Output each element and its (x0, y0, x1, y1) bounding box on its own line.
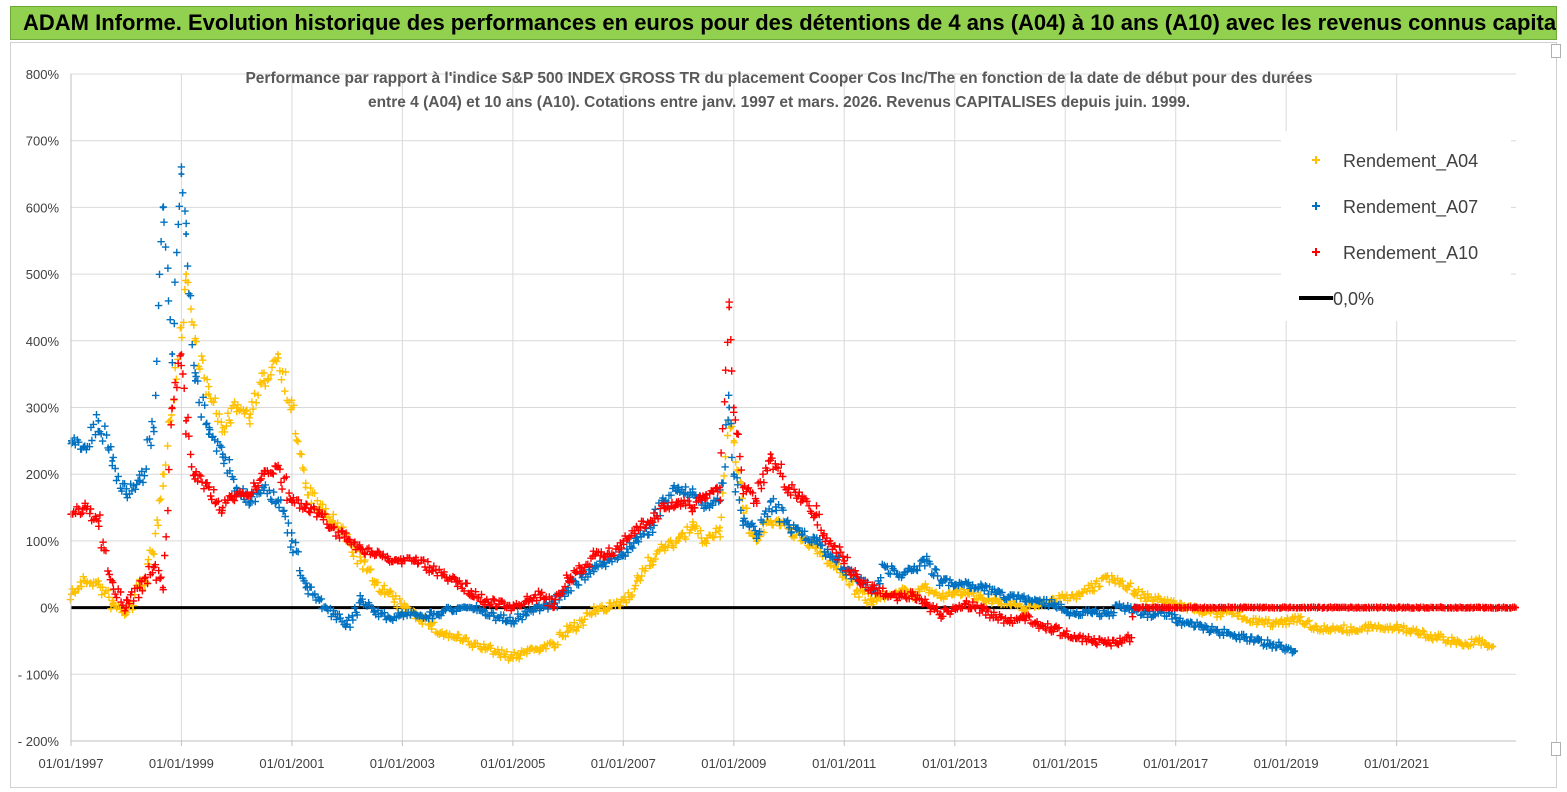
y-tick-label: 700% (26, 134, 60, 149)
axis-layer: - 200% - 100% 0% 100% 200% 300% 400% 500% 600% 70… (18, 67, 1516, 771)
legend: Rendement_A04 Rendement_A07 Rendement_A10 0… (1281, 131, 1511, 321)
legend-label: Rendement_A07 (1343, 197, 1478, 218)
series-rendement-a07 (67, 163, 1299, 657)
legend-item: Rendement_A10 (1312, 243, 1478, 264)
x-tick-label: 01/01/2003 (370, 756, 435, 771)
y-tick-label: - 100% (18, 667, 60, 682)
chart-area: - 200% - 100% 0% 100% 200% 300% 400% 500% 600% 70… (10, 42, 1557, 788)
x-tick-label: 01/01/1999 (149, 756, 214, 771)
data-point (183, 231, 190, 238)
legend-item: Rendement_A04 (1312, 151, 1478, 172)
series-layer (66, 163, 1519, 664)
chart-subtitle: entre 4 (A04) et 10 ans (A10). Cotations… (368, 94, 1190, 111)
legend-marker (1312, 156, 1320, 164)
x-tick-label: 01/01/2019 (1254, 756, 1319, 771)
data-point (247, 411, 254, 418)
x-tick-label: 01/01/1997 (38, 756, 103, 771)
legend-item: 0,0% (1299, 289, 1374, 309)
legend-label: Rendement_A04 (1343, 151, 1478, 172)
x-tick-label: 01/01/2011 (812, 756, 876, 771)
y-tick-label: 100% (26, 534, 60, 549)
data-point (183, 271, 190, 278)
x-tick-label: 01/01/2001 (259, 756, 324, 771)
chart-title: Performance par rapport à l'indice S&P 5… (245, 70, 1312, 87)
y-tick-label: 800% (26, 67, 60, 82)
data-point (767, 451, 774, 458)
data-point (205, 431, 212, 438)
data-point (95, 417, 102, 424)
x-tick-label: 01/01/2017 (1143, 756, 1208, 771)
data-point (169, 351, 176, 358)
y-tick-label: 200% (26, 467, 60, 482)
data-point (178, 171, 185, 178)
report-banner: ADAM Informe. Evolution historique des p… (10, 6, 1557, 40)
y-tick-label: 500% (26, 267, 60, 282)
y-tick-label: 600% (26, 200, 60, 215)
legend-marker (1312, 248, 1320, 256)
scroll-handle-bottom[interactable] (1551, 742, 1561, 756)
series-rendement-a10 (67, 298, 1519, 650)
legend-label: Rendement_A10 (1343, 243, 1478, 264)
data-point (716, 524, 723, 531)
y-tick-label: 0% (40, 601, 59, 616)
legend-marker (1312, 202, 1320, 210)
x-tick-label: 01/01/2005 (480, 756, 545, 771)
scroll-handle-top[interactable] (1551, 44, 1561, 58)
data-point (261, 377, 268, 384)
x-tick-label: 01/01/2021 (1364, 756, 1429, 771)
performance-scatter-chart: - 200% - 100% 0% 100% 200% 300% 400% 500% 600% 70… (18, 67, 1519, 771)
legend-background (1281, 131, 1511, 321)
x-tick-label: 01/01/2013 (922, 756, 987, 771)
x-tick-label: 01/01/2015 (1033, 756, 1098, 771)
y-tick-label: 400% (26, 334, 60, 349)
y-tick-label: - 200% (18, 734, 60, 749)
legend-label: 0,0% (1333, 289, 1374, 309)
y-tick-label: 300% (26, 401, 60, 416)
report-title: ADAM Informe. Evolution historique des p… (23, 10, 1557, 35)
x-tick-label: 01/01/2009 (701, 756, 766, 771)
x-tick-label: 01/01/2007 (591, 756, 656, 771)
legend-item: Rendement_A07 (1312, 197, 1478, 218)
